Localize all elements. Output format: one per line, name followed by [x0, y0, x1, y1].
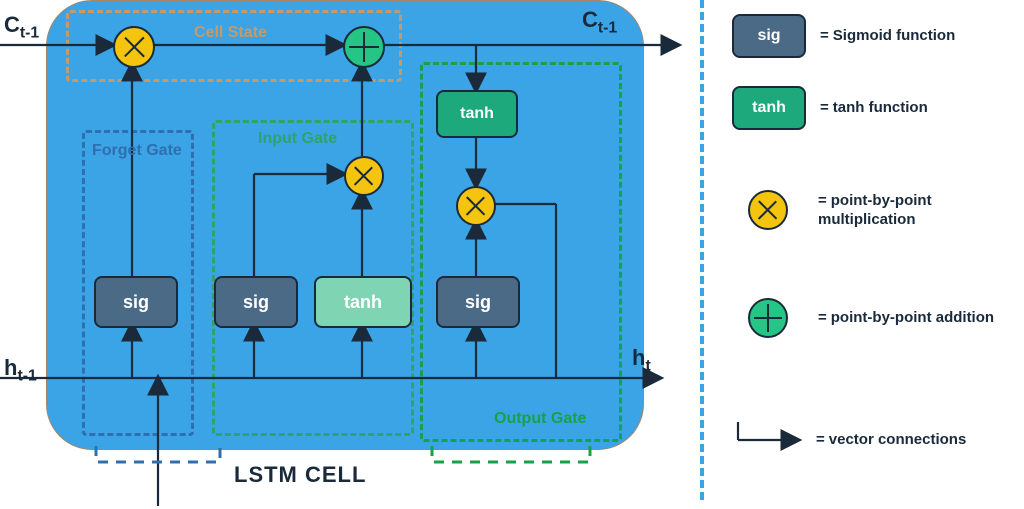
h-in-sub: t-1: [17, 367, 36, 384]
h-out-sub: t: [645, 357, 650, 374]
cell-state-label: Cell State: [194, 24, 267, 42]
c-in-sub: t-1: [20, 24, 39, 41]
legend-separator: [700, 0, 704, 500]
legend-add-icon: [748, 298, 788, 338]
legend-arrow-label: =vector connections: [816, 430, 966, 450]
c-out-sub: t-1: [598, 19, 617, 36]
h-in-label: ht-1: [4, 355, 37, 385]
legend-add-desc: point-by-point addition: [831, 309, 994, 326]
h-out-text: h: [632, 345, 645, 370]
legend-mul-desc: point-by-point multiplication: [818, 192, 932, 229]
tanh-candidate-box: tanh: [314, 276, 412, 328]
mul-forget-op: [113, 26, 155, 68]
c-in-label: Ct-1: [4, 12, 39, 42]
legend-arrow-icon: [732, 422, 802, 458]
tanh-output-text: tanh: [460, 105, 494, 123]
h-in-text: h: [4, 355, 17, 380]
legend-sig-text: sig: [757, 27, 780, 45]
h-out-label: ht: [632, 345, 651, 375]
legend-sig-label: =Sigmoid function: [820, 26, 955, 46]
mul-output-op: [456, 186, 496, 226]
diagram-title: LSTM CELL: [234, 462, 366, 488]
legend-mul: =point-by-point multiplication: [732, 190, 998, 230]
input-gate-label: Input Gate: [258, 130, 337, 148]
legend-arrow: =vector connections: [732, 422, 966, 458]
add-input-op: [343, 26, 385, 68]
sig-output-text: sig: [465, 292, 491, 313]
mul-input-op: [344, 156, 384, 196]
legend-arrow-desc: vector connections: [829, 431, 967, 448]
legend-mul-label: =point-by-point multiplication: [818, 191, 998, 230]
legend-tanh: tanh =tanh function: [732, 86, 928, 130]
legend-tanh-icon: tanh: [732, 86, 806, 130]
c-in-text: C: [4, 12, 20, 37]
legend-sig: sig =Sigmoid function: [732, 14, 955, 58]
forget-gate-label: Forget Gate: [92, 142, 182, 160]
legend-sig-desc: Sigmoid function: [833, 27, 955, 44]
output-gate-label: Output Gate: [494, 410, 586, 428]
legend-add-label: =point-by-point addition: [818, 308, 994, 328]
sig-forget-box: sig: [94, 276, 178, 328]
sig-output-box: sig: [436, 276, 520, 328]
legend-tanh-label: =tanh function: [820, 98, 928, 118]
legend-mul-icon: [748, 190, 788, 230]
sig-input-text: sig: [243, 292, 269, 313]
sig-forget-text: sig: [123, 292, 149, 313]
sig-input-box: sig: [214, 276, 298, 328]
legend-add: =point-by-point addition: [732, 298, 994, 338]
legend-sig-icon: sig: [732, 14, 806, 58]
tanh-output-box: tanh: [436, 90, 518, 138]
c-out-text: C: [582, 7, 598, 32]
diagram-stage: Cell State Forget Gate Input Gate Output…: [0, 0, 1024, 509]
legend-tanh-desc: tanh function: [833, 99, 928, 116]
tanh-candidate-text: tanh: [344, 292, 382, 313]
legend-tanh-text: tanh: [752, 99, 786, 117]
c-out-label: Ct-1: [582, 7, 617, 37]
